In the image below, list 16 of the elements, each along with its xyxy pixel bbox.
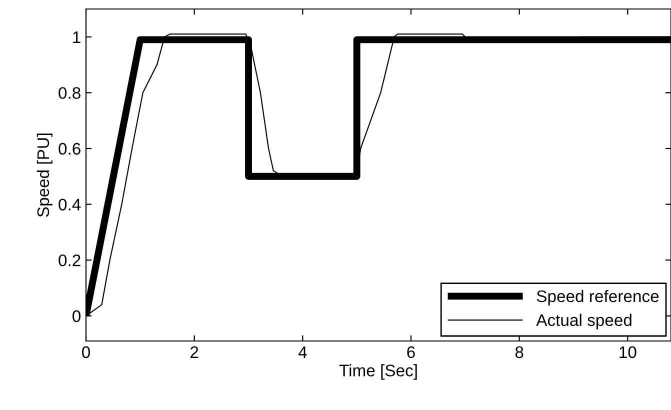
legend-label: Actual speed [536, 314, 632, 330]
x-axis-title: Time [Sec] [339, 364, 417, 380]
y-tick-label: 0.2 [58, 254, 80, 266]
legend-label: Speed reference [536, 290, 659, 306]
y-tick-label: 1 [73, 31, 80, 43]
y-tick-label: 0.4 [58, 198, 81, 210]
x-tick-label: 0 [82, 346, 90, 358]
x-tick-label: 10 [620, 346, 636, 358]
y-tick-label: 0 [72, 310, 80, 322]
x-tick-label: 2 [190, 346, 198, 358]
y-tick-label: 0.6 [58, 142, 80, 155]
x-tick-label: 8 [515, 346, 524, 358]
x-tick-label: 4 [298, 346, 307, 358]
y-axis-title: Speed [PU] [36, 134, 52, 217]
y-tick-label: 0.8 [58, 87, 80, 99]
x-tick-label: 6 [407, 346, 415, 358]
